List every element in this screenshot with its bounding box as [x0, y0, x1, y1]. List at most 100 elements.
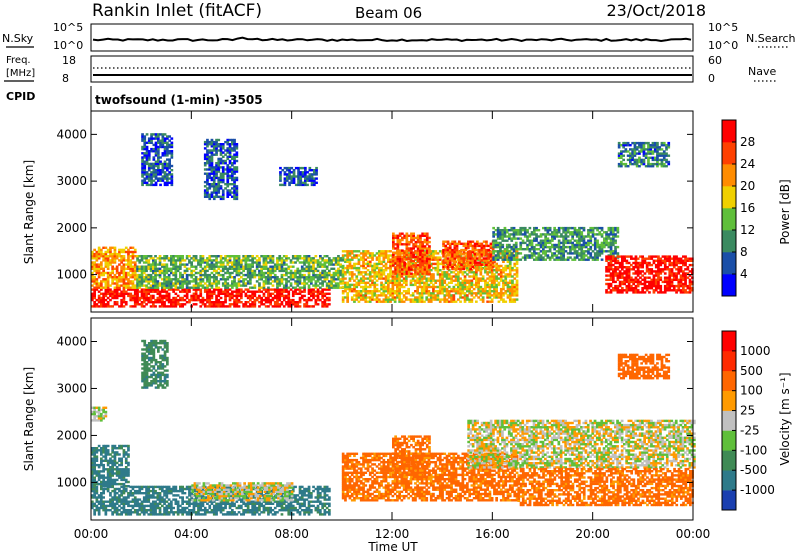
- x-axis-label: Time UT: [367, 540, 418, 554]
- power-region-7: [392, 232, 431, 275]
- velocity-colorbar: 1000 500 100 25 -25 -100 -500 -1000: [721, 330, 775, 511]
- velocity-colorbar-tick-4: -25: [740, 423, 760, 437]
- velocity-colorbar-swatch-6: [722, 370, 736, 391]
- cpid-label: CPID: [6, 90, 35, 103]
- power-colorbar-tick-4: 12: [740, 223, 755, 237]
- power-region-8: [442, 240, 495, 271]
- search-tick-top: 10^5: [708, 21, 738, 34]
- sky-tick-top: 10^5: [53, 21, 83, 34]
- velocity-colorbar-tick-5: -100: [740, 443, 767, 457]
- power-colorbar-swatch-0: [722, 274, 736, 297]
- velocity-region-4: [141, 339, 169, 389]
- cpid-program: twofsound (1-min) -3505: [95, 93, 263, 107]
- power-axis-ticks: 1000 2000 3000 4000: [56, 127, 693, 282]
- power-panel: 1000 2000 3000 4000 Slant Range [km] 28 24 20…: [22, 110, 792, 313]
- power-colorbar-swatch-4: [722, 186, 736, 209]
- nave-tick-bottom: 0: [708, 72, 715, 85]
- power-region-4: [203, 138, 239, 201]
- x-axis-ticks: 00:00 04:00 08:00 12:00 16:00 20:00 00:00: [74, 111, 711, 541]
- freq-tick-top: 18: [62, 54, 76, 67]
- velocity-colorbar-swatch-3: [722, 430, 736, 451]
- velocity-region-9: [617, 353, 671, 380]
- x-tick-label-6: 00:00: [676, 527, 711, 541]
- nsky-label: N.Sky: [2, 32, 34, 45]
- y-tick-label-1: 2000: [56, 428, 87, 442]
- power-colorbar-tick-3: 16: [740, 201, 755, 215]
- sky-trace: [92, 36, 692, 43]
- velocity-region-2: [191, 482, 294, 502]
- freq-nave-panel: Freq. [MHz] 18 8 60 0 Nave: [4, 54, 778, 85]
- beam-title: Beam 06: [355, 4, 422, 22]
- nave-tick-top: 60: [708, 54, 722, 67]
- power-region-0: [91, 288, 331, 308]
- y-tick-label-0: 1000: [56, 268, 87, 282]
- power-region-11: [617, 141, 671, 168]
- station-title: Rankin Inlet (fitACF): [92, 1, 262, 21]
- y-tick-label-0: 1000: [56, 475, 87, 489]
- velocity-colorbar-tick-0: 1000: [740, 344, 771, 358]
- freq-label-1: Freq.: [6, 55, 31, 66]
- nsearch-label: N.Search: [746, 32, 796, 45]
- power-cells: [91, 133, 694, 308]
- power-region-9: [492, 226, 620, 261]
- power-colorbar-tick-2: 20: [740, 179, 755, 193]
- power-region-2: [136, 255, 345, 289]
- velocity-panel: 1000 2000 3000 4000 Slant Range [km] 1000 50…: [22, 317, 792, 521]
- power-region-10: [605, 255, 694, 294]
- velocity-region-6: [392, 435, 431, 478]
- velocity-colorbar-swatch-0: [722, 490, 736, 511]
- velocity-colorbar-tick-6: -500: [740, 463, 767, 477]
- power-colorbar-swatch-2: [722, 230, 736, 253]
- velocity-colorbar-swatch-7: [722, 350, 736, 372]
- x-tick-label-4: 16:00: [475, 527, 510, 541]
- power-colorbar-label: Power [dB]: [778, 179, 792, 244]
- power-colorbar-swatch-6: [722, 142, 736, 165]
- y-tick-label-1: 2000: [56, 221, 87, 235]
- x-tick-label-2: 08:00: [274, 527, 309, 541]
- sky-tick-bottom: 10^0: [53, 39, 83, 52]
- power-region-1: [91, 246, 137, 289]
- power-colorbar-tick-5: 8: [740, 245, 748, 259]
- velocity-cells: [91, 339, 696, 516]
- velocity-colorbar-swatch-2: [722, 450, 736, 471]
- power-ylabel: Slant Range [km]: [22, 160, 36, 264]
- sky-search-panel: N.Sky 10^5 10^0 10^5 10^0 N.Search: [2, 21, 796, 52]
- power-colorbar-tick-6: 4: [740, 267, 748, 281]
- velocity-colorbar-swatch-4: [722, 410, 736, 431]
- velocity-colorbar-tick-1: 500: [740, 364, 763, 378]
- y-tick-label-3: 4000: [56, 127, 87, 141]
- power-colorbar-swatch-5: [722, 164, 736, 187]
- nave-label: Nave: [748, 65, 776, 78]
- power-region-5: [279, 166, 318, 187]
- velocity-ylabel: Slant Range [km]: [22, 367, 36, 471]
- x-tick-label-5: 20:00: [575, 527, 610, 541]
- power-region-3: [141, 133, 174, 187]
- x-tick-label-0: 00:00: [74, 527, 109, 541]
- y-tick-label-2: 3000: [56, 381, 87, 395]
- power-colorbar-swatch-1: [722, 252, 736, 275]
- power-colorbar-swatch-3: [722, 208, 736, 231]
- y-tick-label-3: 4000: [56, 334, 87, 348]
- power-colorbar: 28 24 20 16 12 8 4: [721, 119, 755, 297]
- velocity-colorbar-tick-2: 100: [740, 384, 763, 398]
- velocity-colorbar-tick-3: 25: [740, 404, 755, 418]
- velocity-region-3: [91, 406, 108, 422]
- freq-tick-bottom: 8: [62, 72, 69, 85]
- velocity-axis-ticks: 1000 2000 3000 4000: [56, 334, 693, 489]
- velocity-colorbar-label: Velocity [m s⁻¹]: [778, 372, 792, 465]
- velocity-colorbar-swatch-1: [722, 470, 736, 491]
- x-tick-label-3: 12:00: [375, 527, 410, 541]
- y-tick-label-2: 3000: [56, 174, 87, 188]
- x-tick-label-1: 04:00: [174, 527, 209, 541]
- velocity-region-8: [517, 467, 694, 507]
- power-colorbar-tick-0: 28: [740, 135, 755, 149]
- velocity-colorbar-tick-7: -1000: [740, 483, 775, 497]
- velocity-colorbar-swatch-8: [722, 331, 736, 352]
- date-title: 23/Oct/2018: [606, 1, 706, 20]
- search-tick-bottom: 10^0: [708, 39, 738, 52]
- velocity-region-7: [467, 419, 696, 469]
- velocity-region-1: [91, 444, 130, 488]
- power-colorbar-tick-1: 24: [740, 157, 755, 171]
- velocity-colorbar-swatch-5: [722, 390, 736, 411]
